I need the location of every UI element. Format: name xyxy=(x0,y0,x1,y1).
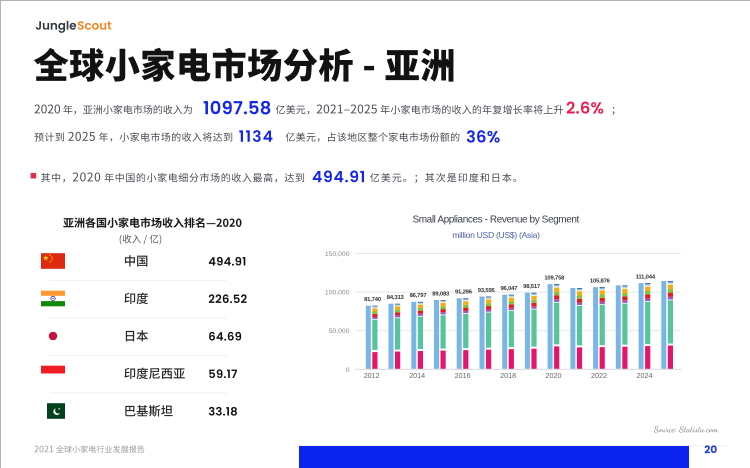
svg-text:2016: 2016 xyxy=(455,371,471,380)
svg-text:86,797: 86,797 xyxy=(410,293,428,299)
svg-text:109,758: 109,758 xyxy=(544,276,565,282)
svg-text:2018: 2018 xyxy=(500,371,516,380)
svg-text:111,044: 111,044 xyxy=(636,275,656,281)
svg-text:81,740: 81,740 xyxy=(364,297,382,303)
svg-text:98,517: 98,517 xyxy=(523,284,541,290)
svg-text:89,083: 89,083 xyxy=(432,291,450,297)
svg-text:50,000: 50,000 xyxy=(329,328,350,335)
svg-text:100,000: 100,000 xyxy=(325,290,350,297)
svg-text:million USD (US$) (Asia): million USD (US$) (Asia) xyxy=(452,230,540,240)
svg-text:Small Appliances - Revenue by: Small Appliances - Revenue by Segment xyxy=(412,215,579,226)
svg-text:0: 0 xyxy=(346,367,350,374)
svg-text:96,047: 96,047 xyxy=(500,286,518,292)
svg-text:2020: 2020 xyxy=(546,371,562,380)
svg-text:2024: 2024 xyxy=(637,371,653,380)
svg-text:2014: 2014 xyxy=(409,371,425,380)
svg-text:150,000: 150,000 xyxy=(325,251,350,258)
svg-text:2012: 2012 xyxy=(364,371,380,380)
svg-text:2022: 2022 xyxy=(591,371,607,380)
svg-text:93,595: 93,595 xyxy=(478,288,496,294)
svg-text:84,313: 84,313 xyxy=(387,295,405,301)
svg-text:91,296: 91,296 xyxy=(455,290,473,296)
svg-text:105,876: 105,876 xyxy=(590,279,611,285)
